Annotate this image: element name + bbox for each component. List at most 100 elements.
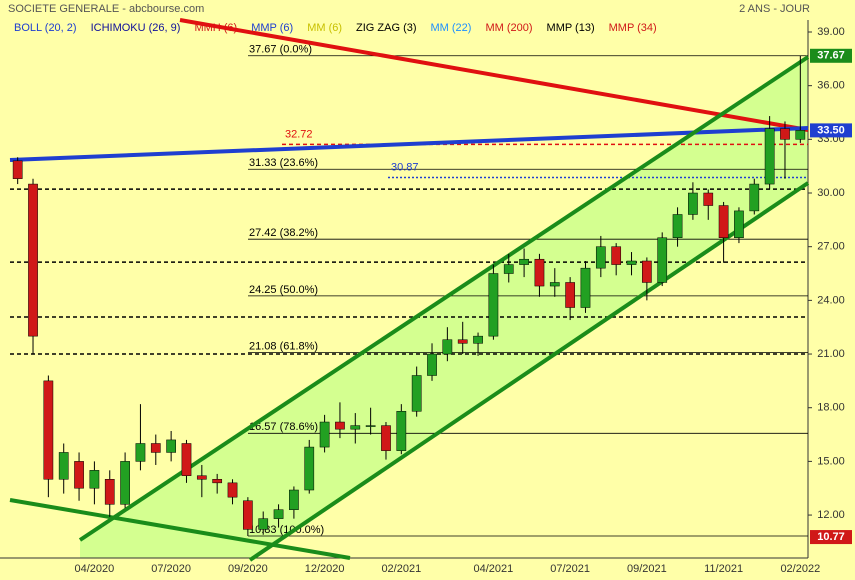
- x-tick-label: 07/2021: [550, 563, 590, 575]
- price-tag: [810, 530, 852, 545]
- y-tick-label: 24.00: [817, 294, 845, 306]
- candle-body: [28, 183, 38, 337]
- channel-fill: [80, 57, 808, 558]
- candle-body: [89, 470, 100, 489]
- price-tag-label: 33.50: [817, 124, 845, 136]
- candle-body: [611, 246, 622, 265]
- candle-body: [104, 479, 115, 505]
- candle-body: [657, 237, 668, 283]
- candle-body: [396, 411, 407, 451]
- candle-body: [120, 461, 130, 505]
- legend-entry: MM (22): [431, 22, 472, 34]
- fib-label: 16.57 (78.6%): [249, 421, 318, 433]
- candle-body: [43, 380, 54, 480]
- candle-body: [795, 130, 806, 140]
- x-tick-label: 07/2020: [151, 563, 191, 575]
- marked-level-label: 30.87: [391, 161, 419, 173]
- candle-body: [350, 425, 361, 430]
- legend-entry: MM (200): [485, 22, 532, 34]
- candle-body: [749, 183, 760, 212]
- legend-entry: ZIG ZAG (3): [356, 22, 417, 34]
- candle-body: [672, 214, 683, 238]
- candle-body: [595, 246, 606, 269]
- candle-body: [473, 335, 483, 344]
- fib-label: 31.33 (23.6%): [249, 157, 318, 169]
- candle-body: [166, 439, 176, 453]
- candle-body: [427, 353, 437, 376]
- candle-body: [549, 282, 560, 287]
- candle-body: [642, 260, 652, 283]
- candle-body: [780, 128, 790, 140]
- candle-body: [243, 500, 253, 530]
- fib-label: 37.67 (0.0%): [249, 44, 312, 56]
- candle-body: [365, 425, 376, 427]
- legend-entry: MMP (6): [251, 22, 293, 34]
- x-tick-label: 09/2021: [627, 563, 667, 575]
- y-tick-label: 18.00: [817, 402, 845, 414]
- y-tick-label: 21.00: [817, 348, 845, 360]
- candle-body: [381, 425, 391, 451]
- legend-entry: BOLL (20, 2): [14, 22, 77, 34]
- candle-body: [12, 160, 23, 179]
- y-tick-label: 15.00: [817, 455, 845, 467]
- fib-label: 24.25 (50.0%): [249, 284, 318, 296]
- candle-body: [196, 475, 207, 480]
- candle-body: [411, 375, 422, 412]
- y-tick-label: 36.00: [817, 80, 845, 92]
- x-tick-label: 02/2021: [381, 563, 421, 575]
- candle-body: [703, 192, 714, 206]
- x-tick-label: 11/2021: [704, 563, 743, 575]
- legend-entry: MM (6): [307, 22, 342, 34]
- candle-body: [273, 509, 284, 519]
- candle-body: [734, 210, 744, 238]
- candle-body: [74, 461, 84, 489]
- x-tick-label: 12/2020: [305, 563, 345, 575]
- candle-body: [764, 128, 775, 185]
- fib-label: 21.08 (61.8%): [249, 341, 318, 353]
- candle-body: [135, 443, 146, 462]
- legend-entry: ICHIMOKU (26, 9): [91, 22, 181, 34]
- fib-label: 27.42 (38.2%): [249, 227, 318, 239]
- price-tag-label: 10.77: [817, 531, 845, 543]
- candle-body: [304, 446, 315, 491]
- y-tick-label: 30.00: [817, 187, 845, 199]
- trend-line: [9, 126, 809, 162]
- trend-line: [179, 18, 809, 132]
- x-tick-label: 09/2020: [228, 563, 268, 575]
- candle-body: [212, 479, 223, 484]
- candle-body: [150, 443, 161, 453]
- x-tick-label: 04/2020: [75, 563, 115, 575]
- candle-body: [181, 443, 192, 476]
- price-tag-label: 37.67: [817, 50, 845, 62]
- candle-body: [565, 282, 575, 308]
- price-tag: [810, 48, 852, 63]
- y-tick-label: 12.00: [817, 509, 845, 521]
- trend-line: [248, 181, 810, 562]
- price-tag: [810, 123, 852, 138]
- chart-title: SOCIETE GENERALE - abcbourse.com: [8, 3, 204, 15]
- x-tick-label: 04/2021: [474, 563, 514, 575]
- candle-body: [258, 518, 269, 530]
- candle-body: [227, 482, 238, 498]
- candle-body: [58, 452, 69, 480]
- trend-line: [9, 498, 351, 560]
- legend-entry: MMP (34): [609, 22, 657, 34]
- candle-body: [488, 273, 499, 337]
- candle-body: [319, 421, 330, 448]
- candle-body: [534, 258, 545, 287]
- candle-body: [442, 339, 453, 355]
- candle-body: [457, 339, 468, 344]
- candle-body: [580, 267, 591, 308]
- candle-body: [503, 264, 514, 274]
- y-tick-label: 39.00: [817, 26, 845, 38]
- marked-level-label: 32.72: [285, 128, 313, 140]
- candle-body: [289, 489, 299, 510]
- trend-line: [78, 55, 810, 542]
- chart-subtitle: 2 ANS - JOUR: [739, 3, 810, 15]
- candle-body: [718, 205, 729, 238]
- candle-body: [688, 192, 698, 215]
- x-tick-label: 02/2022: [780, 563, 820, 575]
